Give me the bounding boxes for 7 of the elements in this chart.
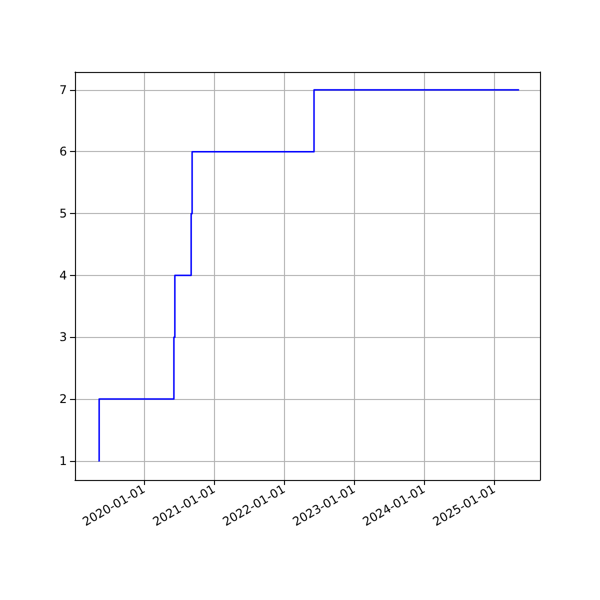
y-tick-label: 1 [59,454,67,468]
y-tick-label: 4 [59,268,67,282]
y-tick-label: 3 [59,330,67,344]
y-tick-label: 2 [59,392,67,406]
y-tick-label: 6 [59,144,67,159]
y-tick-label: 7 [59,82,67,97]
y-tick-label: 5 [59,206,67,221]
